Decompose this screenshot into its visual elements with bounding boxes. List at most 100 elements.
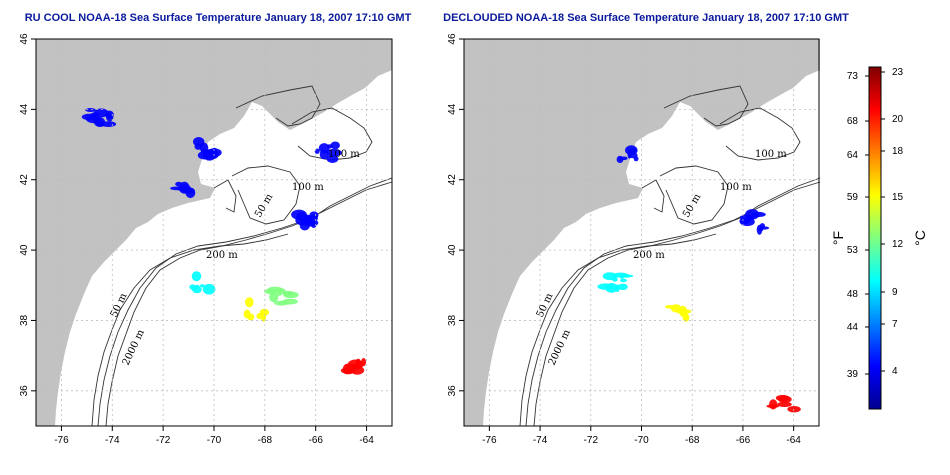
right-y-axis-labels: 36 38 40 42 44 46 [447, 33, 458, 396]
sst-patch [170, 181, 196, 199]
sst-pixel-cluster [245, 297, 254, 308]
contour-line [231, 165, 301, 225]
contour-line [105, 177, 393, 427]
sst-pixel-cluster [192, 286, 202, 294]
sst-pixel-cluster [243, 309, 251, 319]
x-tick-label: -74 [105, 435, 120, 446]
sst-pixel-cluster [274, 300, 289, 306]
fahrenheit-tick-label: 48 [847, 289, 859, 300]
celsius-tick-label: 4 [892, 366, 898, 377]
x-tick-label: -66 [308, 435, 323, 446]
x-tick-label: -68 [685, 435, 700, 446]
y-tick-label: 38 [19, 314, 30, 326]
sst-pixel-cluster [194, 143, 202, 150]
left-contour-label-100m-a: 100 m [328, 149, 360, 160]
celsius-tick-label: 9 [892, 287, 898, 298]
bathymetry-contours [519, 85, 821, 427]
temperature-colorbar: 73 68 64 59 53 48 44 39 23 20 18 15 12 9 7 4 °F °C [830, 66, 928, 410]
sst-pixel-cluster [330, 141, 340, 150]
x-tick-label: -74 [533, 435, 548, 446]
fahrenheit-tick-label: 44 [847, 322, 859, 333]
sst-patch [665, 304, 692, 322]
celsius-tick-label: 23 [892, 67, 904, 78]
y-tick-label: 36 [19, 385, 30, 397]
axis-ticks [31, 38, 368, 431]
sst-patch [314, 141, 342, 163]
sst-pixel-cluster [739, 217, 751, 225]
sst-patch [597, 272, 634, 293]
x-tick-label: -72 [156, 435, 171, 446]
sst-pixel-cluster [194, 284, 200, 289]
contour-line [641, 179, 665, 213]
celsius-tick-label: 20 [892, 114, 904, 125]
axis-ticks [459, 38, 795, 431]
sst-pixel-cluster [343, 370, 354, 375]
sst-pixel-cluster [105, 110, 114, 119]
y-tick-label: 40 [19, 244, 30, 256]
sst-pixel-cluster [175, 181, 183, 187]
y-tick-label: 44 [19, 103, 30, 115]
sst-pixel-cluster [778, 395, 792, 403]
sst-patch [193, 137, 222, 161]
sst-patch [766, 394, 801, 413]
contour-line [719, 107, 801, 161]
sst-patches [81, 108, 367, 375]
left-map-title: RU COOL NOAA-18 Sea Surface Temperature … [25, 12, 412, 24]
sst-pixel-cluster [602, 272, 617, 281]
contour-line [533, 177, 821, 427]
right-x-axis-labels: -76 -74 -72 -70 -68 -66 -64 [482, 435, 801, 446]
sst-pixel-cluster [191, 271, 202, 282]
fahrenheit-tick-label: 68 [847, 116, 859, 127]
fahrenheit-tick-label: 73 [847, 71, 859, 82]
sst-pixel-cluster [185, 187, 196, 199]
sst-pixel-cluster [619, 274, 634, 278]
sst-pixel-cluster [199, 284, 205, 288]
y-tick-label: 40 [447, 244, 458, 256]
right-sst-map: 36 38 40 42 44 46 -76 -74 -72 -70 -68 -66 -64 100 m… [447, 33, 821, 446]
land-mass [464, 39, 820, 426]
contour-line [91, 233, 289, 427]
sst-pixel-cluster [90, 112, 100, 117]
sst-pixel-cluster [678, 305, 687, 317]
x-tick-label: -70 [634, 435, 649, 446]
sst-pixel-cluster [259, 308, 270, 316]
sst-patch [189, 271, 216, 295]
x-tick-label: -76 [54, 435, 69, 446]
sst-pixel-cluster [326, 148, 342, 157]
y-tick-label: 36 [447, 385, 458, 397]
sst-pixel-cluster [302, 214, 313, 224]
sst-pixel-cluster [619, 278, 627, 283]
y-tick-label: 46 [19, 33, 30, 45]
sst-pixel-cluster [777, 401, 792, 407]
sst-pixel-cluster [347, 363, 360, 368]
fahrenheit-tick-label: 53 [847, 245, 859, 256]
fahrenheit-unit-label: °F [830, 231, 846, 245]
sst-pixel-cluster [100, 121, 117, 127]
y-tick-label: 42 [447, 174, 458, 186]
sst-pixel-cluster [605, 283, 618, 293]
sst-pixel-cluster [267, 286, 283, 293]
colorbar-gradient [868, 66, 882, 410]
y-tick-label: 38 [447, 314, 458, 326]
celsius-tick-label: 18 [892, 146, 904, 157]
contour-line [519, 233, 717, 427]
sst-pixel-cluster [269, 292, 279, 303]
sst-pixel-cluster [758, 227, 764, 232]
sst-pixel-cluster [665, 305, 675, 309]
sst-pixel-cluster [85, 108, 96, 112]
sst-patch [739, 209, 770, 235]
sst-pixel-cluster [326, 154, 339, 163]
sst-patch [340, 358, 367, 375]
left-sst-map: 36 38 40 42 44 46 -76 -74 -72 -70 -68 -66 -64 100 m… [19, 33, 393, 446]
right-contour-label-100m-a: 100 m [755, 149, 787, 160]
left-contour-label-100m-b: 100 m [292, 182, 324, 193]
x-tick-label: -68 [258, 435, 273, 446]
left-y-axis-labels: 36 38 40 42 44 46 [19, 33, 30, 396]
right-contour-label-100m-b: 100 m [720, 182, 752, 193]
right-map-title: DECLOUDED NOAA-18 Sea Surface Temperatur… [443, 12, 849, 24]
y-tick-label: 46 [447, 33, 458, 45]
sst-pixel-cluster [787, 406, 801, 413]
celsius-tick-label: 12 [892, 239, 904, 250]
colorbar-ticks: 73 68 64 59 53 48 44 39 23 20 18 15 12 9 7 4 [847, 67, 904, 380]
